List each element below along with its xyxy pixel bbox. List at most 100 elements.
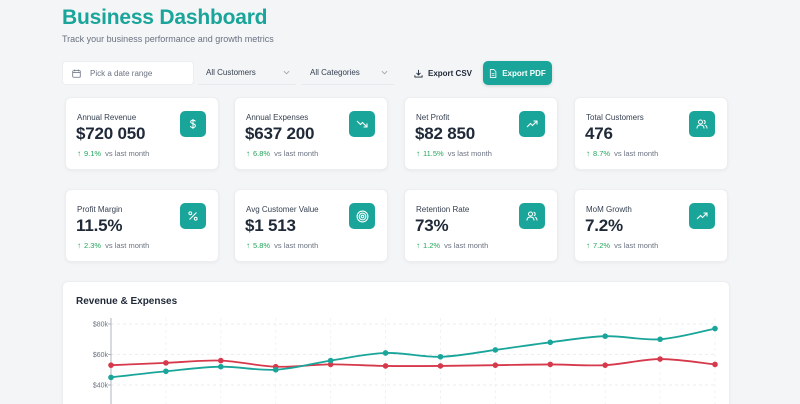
download-icon [414,69,423,78]
expenses-point [712,361,718,368]
revenue-expenses-chart: $80k $60k $40k [93,318,718,404]
kpi-delta: ↑ 5.8% vs last month [246,241,318,250]
kpi-delta: ↑ 2.3% vs last month [77,241,149,250]
kpi-delta-value: 5.8% [253,241,271,250]
kpi-label: Total Customers [586,113,644,122]
y-tick-label: $40k [93,383,109,390]
expenses-point [657,356,663,362]
date-range-placeholder: Pick a date range [90,68,153,78]
kpi-label: Annual Expenses [246,113,309,122]
kpi-delta-suffix: vs last month [614,149,659,158]
toolbar: Pick a date range All Customers All Cate… [62,61,582,85]
kpi-delta: ↑ 8.7% vs last month [586,149,658,158]
kpi-delta: ↑ 6.8% vs last month [246,149,318,158]
export-pdf-label: Export PDF [502,68,546,78]
customers-select-value: All Customers [206,68,256,77]
kpi-delta-value: 7.2% [593,241,611,250]
expenses-point [382,363,389,369]
kpi-value: $82 850 [415,124,476,143]
kpi-delta-value: 11.5% [423,149,444,158]
kpi-delta-suffix: vs last month [447,149,492,158]
kpi-label: Retention Rate [416,205,470,214]
file-icon [490,68,497,78]
arrow-up-icon: ↑ [416,149,420,158]
kpi-label: Net Profit [416,113,450,122]
kpi-delta: ↑ 7.2% vs last month [586,241,658,250]
expenses-point [492,362,499,368]
kpi-value: 11.5% [76,216,123,235]
expenses-point [547,361,554,368]
kpi-card-avg-customer-value: Avg Customer Value $1 513 ↑ 5.8% vs last m… [234,189,388,262]
expenses-point [163,360,169,366]
export-pdf-button[interactable]: Export PDF [483,61,552,85]
expenses-point [437,363,444,369]
kpi-value: 476 [585,124,613,143]
expenses-point [218,357,224,364]
kpi-delta-value: 9.1% [84,149,102,158]
export-csv-button[interactable]: Export CSV [408,61,478,85]
page-subtitle: Track your business performance and grow… [62,34,274,44]
y-tick-label: $80k [93,322,109,329]
kpi-delta-value: 2.3% [84,241,102,250]
revenue-point [657,336,663,343]
y-tick-label: $60k [93,352,109,359]
revenue-point [602,333,608,339]
kpi-delta: ↑ 1.2% vs last month [416,241,488,250]
kpi-delta-value: 1.2% [423,241,441,250]
chevron-down-icon [283,70,290,75]
revenue-point [712,325,718,332]
kpi-card-retention-rate: Retention Rate 73% ↑ 1.2% vs last month [404,189,558,262]
revenue-expenses-chart-card: Revenue & Expenses $80k $60k $40k [62,281,730,404]
kpi-delta-suffix: vs last month [105,241,150,250]
revenue-point [492,347,499,353]
kpi-card-annual-revenue: Annual Revenue $720 050 ↑ 9.1% vs last mon… [65,97,219,170]
users-icon [519,203,545,229]
revenue-line [110,327,716,379]
expenses-point [108,362,114,368]
revenue-point [547,339,554,346]
revenue-point [382,350,389,356]
revenue-point [272,366,279,373]
dollar-icon [180,111,206,137]
chevron-down-icon [381,70,388,75]
users-icon [689,111,715,137]
kpi-value: $1 513 [245,216,296,235]
chart-title: Revenue & Expenses [76,296,178,307]
kpi-delta-value: 6.8% [253,149,271,158]
kpi-value: 7.2% [585,216,623,235]
kpi-delta: ↑ 9.1% vs last month [77,149,149,158]
kpi-delta-suffix: vs last month [274,149,319,158]
kpi-card-profit-margin: Profit Margin 11.5% ↑ 2.3% vs last month [65,189,219,262]
expenses-point [602,362,608,368]
target-icon [349,203,375,229]
kpi-delta-suffix: vs last month [105,149,150,158]
arrow-up-icon: ↑ [246,149,250,158]
kpi-value: 73% [415,216,449,235]
kpi-value: $637 200 [245,124,315,143]
expenses-line [110,358,716,368]
kpi-card-total-customers: Total Customers 476 ↑ 8.7% vs last month [574,97,728,170]
kpi-label: Avg Customer Value [246,205,319,214]
kpi-card-mom-growth: MoM Growth 7.2% ↑ 7.2% vs last month [574,189,728,262]
kpi-delta-value: 8.7% [593,149,611,158]
revenue-point [163,368,169,375]
date-range-picker[interactable]: Pick a date range [62,61,194,85]
kpi-label: MoM Growth [586,205,632,214]
kpi-value: $720 050 [76,124,146,143]
customers-select[interactable]: All Customers [198,61,296,85]
categories-select-value: All Categories [310,68,360,77]
arrow-up-icon: ↑ [586,241,590,250]
export-csv-label: Export CSV [427,68,472,78]
revenue-point [327,357,334,364]
categories-select[interactable]: All Categories [302,61,394,85]
arrow-up-icon: ↑ [246,241,250,250]
trending-down-icon [349,111,375,137]
calendar-icon [72,69,81,78]
arrow-up-icon: ↑ [416,241,420,250]
percent-icon [180,203,206,229]
arrow-up-icon: ↑ [77,149,81,158]
kpi-delta: ↑ 11.5% vs last month [416,149,492,158]
kpi-label: Profit Margin [77,205,123,214]
kpi-label: Annual Revenue [77,113,137,122]
kpi-delta-suffix: vs last month [614,241,659,250]
